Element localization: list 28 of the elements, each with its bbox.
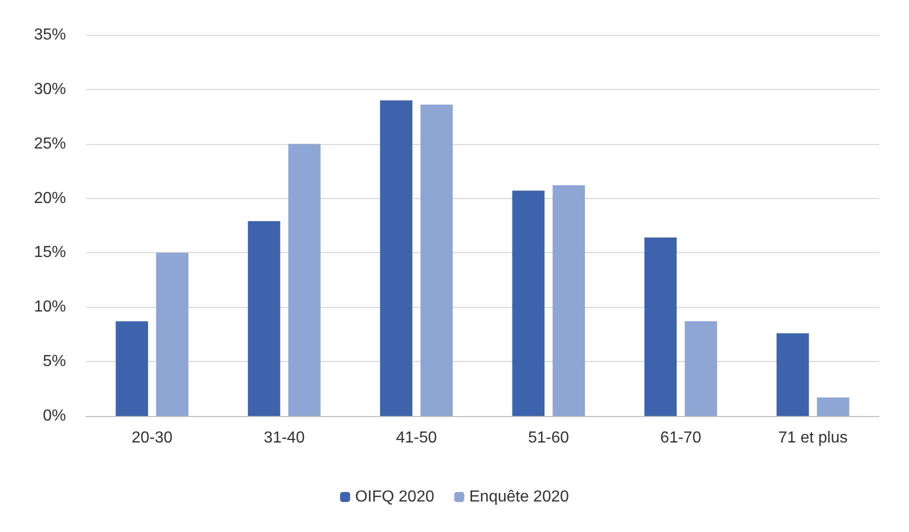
bar <box>684 321 718 416</box>
y-tick-label: 10% <box>34 298 66 316</box>
bar <box>248 221 280 416</box>
y-tick-label: 35% <box>34 26 66 44</box>
y-tick-label: 20% <box>34 190 66 207</box>
bar <box>116 321 148 416</box>
bar <box>776 333 809 416</box>
x-tick-label: 20-30 <box>132 430 173 446</box>
y-tick-label: 25% <box>34 135 66 152</box>
x-tick-label: 61-70 <box>660 430 702 446</box>
y-tick-label: 0% <box>42 408 66 424</box>
bar <box>156 252 188 416</box>
legend-label: OIFQ 2020 <box>355 488 434 506</box>
bar <box>380 100 412 416</box>
y-tick-label: 5% <box>42 353 66 370</box>
bar <box>288 144 321 416</box>
bar <box>816 397 850 416</box>
x-tick-label: 41-50 <box>396 430 437 446</box>
legend-label: Enquête 2020 <box>469 488 569 506</box>
bar <box>552 185 585 416</box>
bar <box>644 237 677 416</box>
y-tick-label: 15% <box>34 244 66 262</box>
x-tick-label: 51-60 <box>528 430 570 446</box>
bar <box>512 190 545 416</box>
y-tick-label: 30% <box>34 80 66 98</box>
x-tick-label: 71 et plus <box>778 430 848 446</box>
bar <box>420 104 453 416</box>
x-tick-label: 31-40 <box>264 430 305 446</box>
